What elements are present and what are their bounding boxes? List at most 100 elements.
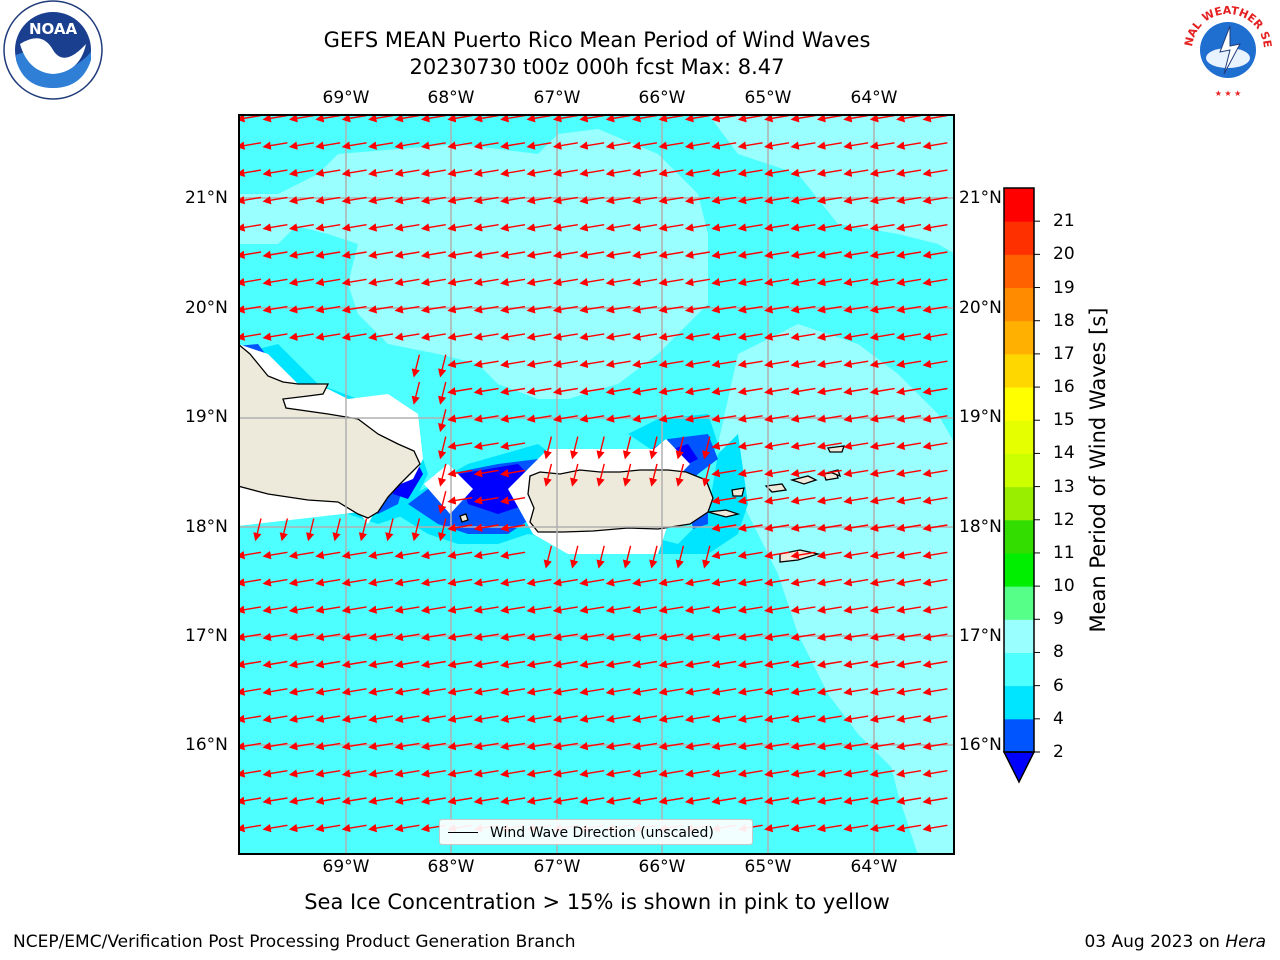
wind-wave-arrow xyxy=(896,387,922,396)
wind-wave-arrow xyxy=(605,742,631,751)
wind-wave-arrow xyxy=(552,196,578,205)
wind-wave-arrow xyxy=(420,168,446,178)
wind-wave-arrow xyxy=(702,463,711,487)
wind-wave-arrow xyxy=(411,518,421,542)
wind-wave-arrow xyxy=(420,332,446,341)
wind-wave-arrow xyxy=(684,769,710,778)
wind-wave-arrow xyxy=(341,305,367,314)
wind-wave-arrow xyxy=(790,496,816,505)
wind-wave-arrow xyxy=(790,796,816,805)
wind-wave-arrow xyxy=(500,196,526,205)
wind-wave-arrow xyxy=(816,141,842,150)
wind-wave-arrow xyxy=(684,250,710,259)
colorbar-segment xyxy=(1004,420,1034,454)
wind-wave-arrow xyxy=(552,223,578,232)
wind-wave-arrow xyxy=(447,523,473,532)
wind-wave-arrow xyxy=(473,414,499,423)
wind-wave-arrow xyxy=(896,632,922,642)
wind-wave-arrow xyxy=(843,277,869,287)
colorbar-tick-label: 14 xyxy=(1053,443,1075,464)
wind-wave-arrow xyxy=(605,632,631,642)
wind-wave-arrow xyxy=(368,769,394,778)
wind-wave-arrow xyxy=(368,660,394,669)
wind-wave-arrow xyxy=(711,742,737,751)
wind-wave-arrow xyxy=(394,660,420,669)
wind-wave-arrow xyxy=(438,436,447,460)
wind-wave-arrow xyxy=(816,742,842,751)
wind-wave-arrow xyxy=(632,277,658,287)
wind-wave-arrow xyxy=(843,196,869,205)
wind-wave-arrow xyxy=(922,578,948,587)
wind-wave-arrow xyxy=(632,332,658,341)
wind-wave-arrow xyxy=(922,168,948,178)
wind-wave-arrow xyxy=(658,305,684,314)
wind-wave-arrow xyxy=(684,168,710,178)
wind-wave-arrow xyxy=(552,168,578,178)
wind-wave-arrow xyxy=(526,305,552,314)
wind-wave-arrow xyxy=(552,359,578,369)
wind-wave-arrow xyxy=(438,409,447,433)
wind-wave-arrow xyxy=(737,277,763,287)
wind-wave-arrow xyxy=(737,469,763,478)
wind-wave-arrow xyxy=(420,660,446,669)
lon-label-top-65w: 65°W xyxy=(744,88,792,108)
wind-wave-arrow xyxy=(816,660,842,669)
colorbar-segment xyxy=(1004,254,1034,289)
wind-wave-arrow xyxy=(702,545,711,569)
wind-wave-arrow xyxy=(790,660,816,669)
wind-wave-arrow xyxy=(711,578,737,587)
wind-wave-arrow xyxy=(896,305,922,314)
colorbar-segment xyxy=(1004,685,1034,720)
wind-wave-arrow xyxy=(394,196,420,205)
wind-wave-arrow xyxy=(420,632,446,642)
wind-wave-arrow xyxy=(922,250,948,259)
wind-wave-arrow xyxy=(896,332,922,341)
wind-wave-arrow xyxy=(394,223,420,232)
wind-wave-arrow xyxy=(605,605,631,614)
wind-wave-arrow xyxy=(315,605,341,614)
wind-wave-arrow xyxy=(420,687,446,696)
wind-wave-arrow xyxy=(605,141,631,150)
wind-wave-arrow xyxy=(869,632,895,642)
wind-wave-arrow xyxy=(684,359,710,369)
footer-producer: NCEP/EMC/Verification Post Processing Pr… xyxy=(13,932,576,952)
wind-wave-arrow xyxy=(658,769,684,778)
wind-wave-arrow xyxy=(605,359,631,369)
wind-wave-arrow xyxy=(288,605,314,614)
colorbar-segment xyxy=(1004,552,1034,587)
wind-wave-arrow xyxy=(816,687,842,696)
wind-wave-arrow xyxy=(526,332,552,341)
wind-wave-arrow xyxy=(394,305,420,314)
wind-wave-arrow xyxy=(500,469,526,478)
wind-wave-arrow xyxy=(869,687,895,696)
wind-wave-arrow xyxy=(922,223,948,232)
wind-wave-arrow xyxy=(711,141,737,150)
wind-wave-arrow xyxy=(605,196,631,205)
wind-wave-arrow xyxy=(764,714,790,724)
colorbar-tick-label: 13 xyxy=(1053,476,1075,497)
wind-wave-arrow xyxy=(632,196,658,205)
wind-wave-arrow xyxy=(816,168,842,178)
wind-wave-arrow xyxy=(675,463,685,487)
colorbar-segment xyxy=(1004,387,1034,421)
colorbar-tick-label: 6 xyxy=(1053,675,1064,696)
wind-wave-arrow xyxy=(658,687,684,696)
wind-wave-arrow xyxy=(711,714,737,724)
wind-wave-arrow xyxy=(500,769,526,778)
wind-wave-arrow xyxy=(896,496,922,505)
wind-wave-arrow xyxy=(447,196,473,205)
wind-wave-arrow xyxy=(447,469,473,478)
wind-wave-arrow xyxy=(368,578,394,587)
wind-wave-arrow xyxy=(790,687,816,696)
wind-wave-arrow xyxy=(288,223,314,232)
wind-wave-arrow xyxy=(447,742,473,751)
wind-wave-arrow xyxy=(869,441,895,451)
wind-wave-arrow xyxy=(473,605,499,614)
wind-wave-arrow xyxy=(737,714,763,724)
wind-wave-arrow xyxy=(816,714,842,724)
wind-wave-arrow xyxy=(552,305,578,314)
colorbar-tick-label: 8 xyxy=(1053,642,1064,663)
wind-wave-arrow xyxy=(368,823,394,833)
wind-wave-arrow xyxy=(420,578,446,587)
wind-wave-arrow xyxy=(675,545,685,569)
